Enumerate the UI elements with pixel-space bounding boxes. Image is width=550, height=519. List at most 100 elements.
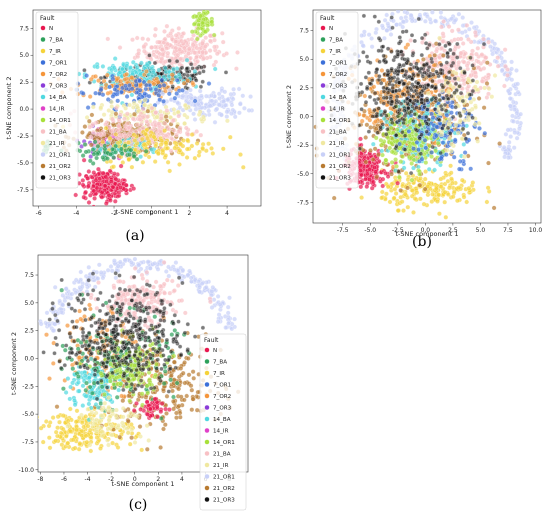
point-21_OR3 xyxy=(423,71,427,75)
point-21_OR1 xyxy=(215,107,219,111)
point-21_OR1 xyxy=(156,267,160,271)
legend-label-7_IR: 7_IR xyxy=(49,49,61,55)
x-tick-label: -5.0 xyxy=(364,227,376,234)
point-21_OR1 xyxy=(109,264,113,268)
point-21_OR3 xyxy=(419,98,423,102)
point-21_BA xyxy=(179,39,183,43)
point-21_OR1 xyxy=(95,270,99,274)
legend-marker xyxy=(321,175,326,180)
point-21_OR3 xyxy=(425,46,429,50)
point-21_BA xyxy=(224,51,228,55)
point-21_OR1 xyxy=(123,258,127,262)
point-21_OR3 xyxy=(382,102,386,106)
point-21_OR1 xyxy=(74,278,78,282)
point-21_IR xyxy=(109,100,113,104)
point-21_OR1 xyxy=(248,94,252,98)
point-21_BA xyxy=(123,134,127,138)
point-7_OR1 xyxy=(154,87,158,91)
point-N xyxy=(82,158,86,162)
point-14_OR1 xyxy=(200,21,204,25)
point-7_OR2 xyxy=(367,108,371,112)
point-21_OR1 xyxy=(514,68,518,72)
point-14_OR1 xyxy=(389,126,393,130)
point-21_IR xyxy=(475,80,479,84)
point-21_OR3 xyxy=(368,61,372,65)
point-14_BA xyxy=(427,167,431,171)
point-21_OR3 xyxy=(397,69,401,73)
point-21_OR1 xyxy=(172,267,176,271)
point-21_OR1 xyxy=(218,302,222,306)
legend-label-7_OR1: 7_OR1 xyxy=(49,61,68,67)
legend-marker xyxy=(41,129,46,134)
point-7_IR xyxy=(152,135,156,139)
point-21_OR1 xyxy=(204,285,208,289)
x-tick-label: -6 xyxy=(36,210,42,217)
point-7_BA xyxy=(94,156,98,160)
point-21_OR3 xyxy=(367,71,371,75)
point-21_OR2 xyxy=(80,130,84,134)
point-21_OR3 xyxy=(425,108,429,112)
point-21_BA xyxy=(187,47,191,51)
point-21_OR3 xyxy=(384,114,388,118)
point-7_IR xyxy=(410,188,414,192)
point-21_OR1 xyxy=(186,273,190,277)
point-7_OR1 xyxy=(111,94,115,98)
point-21_BA xyxy=(457,60,461,64)
point-21_OR3 xyxy=(442,96,446,100)
point-21_OR3 xyxy=(362,14,366,18)
point-21_OR3 xyxy=(406,106,410,110)
point-21_OR1 xyxy=(382,36,386,40)
point-7_IR xyxy=(145,128,149,132)
point-21_OR3 xyxy=(167,64,171,68)
point-14_OR1 xyxy=(424,160,428,164)
point-21_BA xyxy=(466,84,470,88)
point-21_OR3 xyxy=(375,114,379,118)
point-21_OR1 xyxy=(153,261,157,265)
point-21_OR3 xyxy=(394,104,398,108)
point-21_OR3 xyxy=(413,112,417,116)
point-21_OR3 xyxy=(386,69,390,73)
point-21_IR xyxy=(447,136,451,140)
point-21_OR1 xyxy=(209,93,213,97)
point-21_IR xyxy=(225,119,229,123)
panel-label-a: (a) xyxy=(125,228,144,244)
point-7_OR2 xyxy=(170,73,174,77)
point-21_OR3 xyxy=(379,125,383,129)
legend-label-N: N xyxy=(329,26,333,32)
point-7_OR2 xyxy=(362,113,366,117)
point-7_IR xyxy=(439,185,443,189)
point-21_OR1 xyxy=(225,110,229,114)
point-21_OR3 xyxy=(434,70,438,74)
point-21_OR3 xyxy=(202,69,206,73)
point-14_OR1 xyxy=(412,158,416,162)
point-21_OR3 xyxy=(403,148,407,152)
point-7_IR xyxy=(127,157,131,161)
point-7_OR1 xyxy=(167,92,171,96)
point-21_OR3 xyxy=(373,15,377,19)
point-21_OR2 xyxy=(365,123,369,127)
point-21_OR1 xyxy=(106,268,110,272)
point-7_OR1 xyxy=(157,93,161,97)
point-21_OR3 xyxy=(451,115,455,119)
point-21_OR3 xyxy=(147,53,151,57)
point-7_OR2 xyxy=(119,79,123,83)
point-N xyxy=(111,185,115,189)
point-21_OR3 xyxy=(425,99,429,103)
point-21_OR3 xyxy=(415,106,419,110)
point-21_IR xyxy=(127,103,131,107)
point-21_OR3 xyxy=(194,78,198,82)
point-21_BA xyxy=(474,52,478,56)
y-tick-label: -7.5 xyxy=(297,199,309,206)
point-7_IR xyxy=(415,190,419,194)
legend-marker xyxy=(321,60,326,65)
point-21_OR3 xyxy=(401,69,405,73)
point-21_OR1 xyxy=(242,106,246,110)
point-21_BA xyxy=(177,26,181,30)
point-21_BA xyxy=(178,126,182,130)
point-21_OR1 xyxy=(226,305,230,309)
point-21_OR1 xyxy=(374,31,378,35)
point-7_IR xyxy=(450,181,454,185)
legend-marker xyxy=(41,72,46,77)
point-N xyxy=(373,170,377,174)
point-21_OR1 xyxy=(385,13,389,17)
